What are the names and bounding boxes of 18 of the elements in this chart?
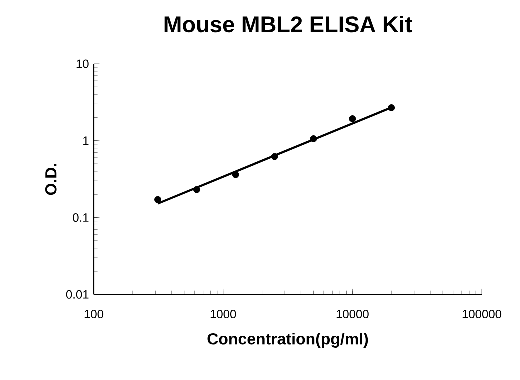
x-tick-label: 10000 (336, 310, 369, 319)
point (310, 135, 318, 142)
y-tick-label: 10 (76, 60, 89, 68)
y-tick-label: 0.1 (73, 214, 89, 222)
point (349, 115, 356, 122)
y-tick-label: 1 (84, 136, 89, 146)
x-tick-label: 100 (84, 310, 104, 319)
point (388, 104, 396, 112)
point (154, 196, 162, 204)
chart-title: Mouse MBL2 ELISA Kit (164, 16, 412, 33)
x-axis-title: Concentration(pg/ml) (208, 333, 368, 348)
point (193, 186, 200, 194)
point (232, 171, 240, 178)
x-tick-label: 100000 (462, 310, 502, 319)
x-tick-label: 1000 (210, 310, 236, 319)
point (271, 153, 278, 160)
y-axis-title: O.D. (45, 164, 57, 196)
y-tick-label: 0.01 (66, 290, 89, 299)
